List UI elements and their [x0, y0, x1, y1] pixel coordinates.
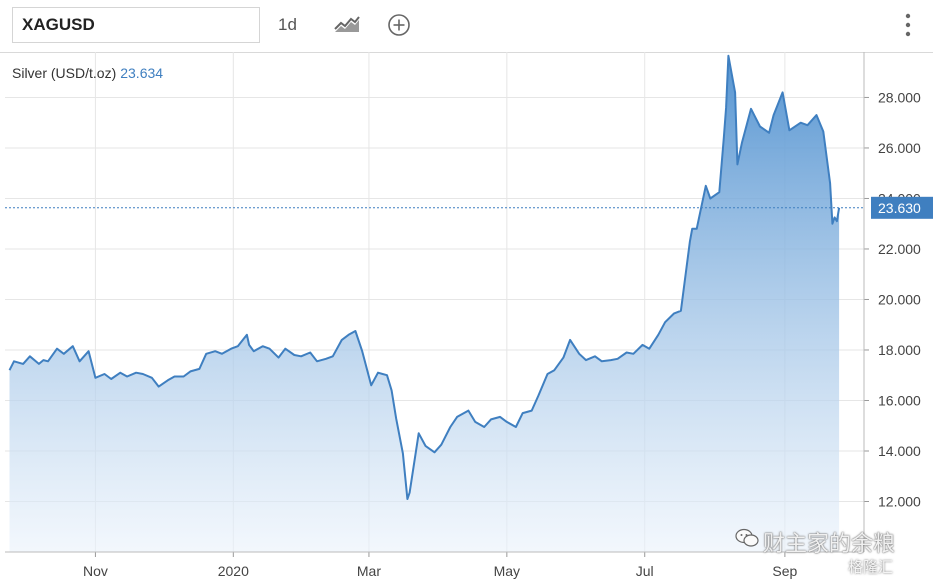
- symbol-input[interactable]: XAGUSD: [12, 7, 260, 43]
- price-chart[interactable]: 12.00014.00016.00018.00020.00022.00024.0…: [0, 52, 933, 581]
- axes: 12.00014.00016.00018.00020.00022.00024.0…: [5, 52, 933, 579]
- interval-button[interactable]: 1d: [278, 15, 297, 34]
- x-tick-label: Mar: [357, 563, 381, 579]
- y-tick-label: 26.000: [878, 140, 921, 156]
- line-chart-icon[interactable]: [333, 10, 361, 40]
- y-tick-label: 18.000: [878, 342, 921, 358]
- x-tick-label: 2020: [218, 563, 249, 579]
- wechat-icon: [735, 528, 759, 547]
- chart-legend: Silver (USD/t.oz) 23.634: [12, 65, 163, 81]
- y-tick-label: 28.000: [878, 89, 921, 105]
- x-tick-label: Nov: [83, 563, 108, 579]
- series-area-fill: [9, 55, 840, 553]
- legend-label: Silver (USD/t.oz): [12, 65, 117, 81]
- watermark-secondary: 格隆汇: [848, 559, 894, 576]
- y-tick-label: 12.000: [878, 493, 921, 509]
- watermark-text: 财主家的余粮: [763, 531, 896, 556]
- x-tick-label: Jul: [636, 563, 654, 579]
- x-tick-label: Sep: [772, 563, 797, 579]
- y-tick-label: 14.000: [878, 443, 921, 459]
- series-line: [8, 54, 841, 500]
- chart-area[interactable]: 12.00014.00016.00018.00020.00022.00024.0…: [0, 52, 933, 581]
- y-tick-label: 22.000: [878, 241, 921, 257]
- y-tick-label: 16.000: [878, 392, 921, 408]
- add-indicator-icon[interactable]: [386, 10, 412, 40]
- last-price-tag: 23.630: [871, 196, 933, 219]
- chart-toolbar: XAGUSD 1d: [0, 0, 933, 53]
- series-area: [8, 54, 841, 553]
- y-tick-label: 20.000: [878, 291, 921, 307]
- last-price-value: 23.630: [878, 200, 921, 216]
- legend-value: 23.634: [120, 65, 164, 81]
- x-tick-label: May: [494, 563, 520, 579]
- more-vertical-icon[interactable]: [898, 10, 918, 40]
